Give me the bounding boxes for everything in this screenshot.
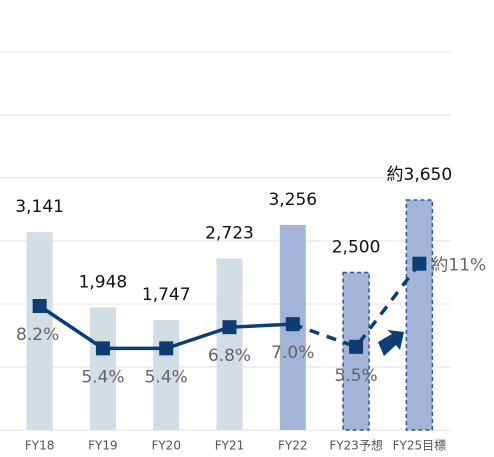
bar [153, 319, 180, 430]
x-tick-label: FY21 [215, 439, 245, 453]
line-marker [159, 341, 174, 356]
x-tick-label: FY22 [278, 439, 308, 453]
line-value-label: 5.4% [145, 367, 188, 387]
line-marker [32, 299, 47, 314]
bar-value-label: 約3,650 [387, 165, 453, 185]
line-value-label: 7.0% [271, 343, 314, 363]
x-tick-label: FY25目標 [393, 439, 447, 453]
x-tick-label: FY20 [151, 439, 181, 453]
line-value-label: 6.8% [208, 346, 251, 366]
line-marker [412, 256, 427, 271]
x-tick-label: FY19 [88, 439, 118, 453]
line-marker [222, 320, 237, 335]
bar [26, 232, 53, 430]
bar [405, 199, 434, 431]
bar-value-label: 2,500 [332, 238, 381, 258]
line-marker [349, 339, 364, 354]
bar-value-label: 3,141 [15, 197, 64, 217]
line-marker [285, 317, 300, 332]
forecast-line [292, 262, 421, 349]
bar [89, 307, 116, 430]
line-value-label: 約11% [431, 256, 486, 276]
line-value-label: 8.2% [16, 325, 59, 345]
bar-value-label: 1,747 [142, 285, 191, 305]
bar-value-label: 3,256 [268, 190, 317, 210]
line-value-label: 5.4% [81, 367, 124, 387]
forecast-arrow [378, 330, 404, 356]
x-tick-label: FY23予想 [329, 438, 383, 453]
bar-value-label: 1,948 [79, 272, 128, 292]
x-tick-label: FY18 [25, 439, 55, 453]
line-marker [95, 341, 110, 356]
bar [216, 258, 243, 430]
line-value-label: 5.5% [334, 366, 377, 386]
bar-value-label: 2,723 [205, 223, 254, 243]
